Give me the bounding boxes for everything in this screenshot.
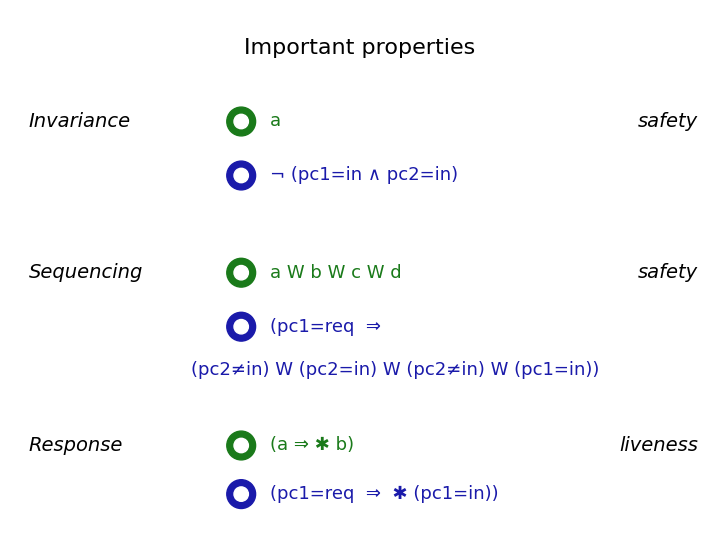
- Text: (pc1=req  ⇒  ✱ (pc1=in)): (pc1=req ⇒ ✱ (pc1=in)): [270, 485, 499, 503]
- Ellipse shape: [227, 258, 256, 287]
- Ellipse shape: [227, 431, 256, 460]
- Ellipse shape: [234, 114, 248, 129]
- Ellipse shape: [227, 312, 256, 341]
- Text: a: a: [270, 112, 281, 131]
- Text: Important properties: Important properties: [244, 38, 476, 58]
- Text: a W b W c W d: a W b W c W d: [270, 264, 402, 282]
- Text: (a ⇒ ✱ b): (a ⇒ ✱ b): [270, 436, 354, 455]
- Text: liveness: liveness: [619, 436, 698, 455]
- Text: Sequencing: Sequencing: [29, 263, 143, 282]
- Text: ¬ (pc1=in ∧ pc2=in): ¬ (pc1=in ∧ pc2=in): [270, 166, 458, 185]
- Text: (pc1=req  ⇒: (pc1=req ⇒: [270, 318, 381, 336]
- Ellipse shape: [234, 320, 248, 334]
- Ellipse shape: [234, 438, 248, 453]
- Ellipse shape: [234, 168, 248, 183]
- Text: safety: safety: [638, 112, 698, 131]
- Ellipse shape: [234, 487, 248, 501]
- Ellipse shape: [227, 107, 256, 136]
- Text: Invariance: Invariance: [29, 112, 131, 131]
- Ellipse shape: [234, 266, 248, 280]
- Text: safety: safety: [638, 263, 698, 282]
- Ellipse shape: [227, 161, 256, 190]
- Text: Response: Response: [29, 436, 123, 455]
- Ellipse shape: [227, 480, 256, 509]
- Text: (pc2≠in) W (pc2=in) W (pc2≠in) W (pc1=in)): (pc2≠in) W (pc2=in) W (pc2≠in) W (pc1=in…: [191, 361, 599, 379]
